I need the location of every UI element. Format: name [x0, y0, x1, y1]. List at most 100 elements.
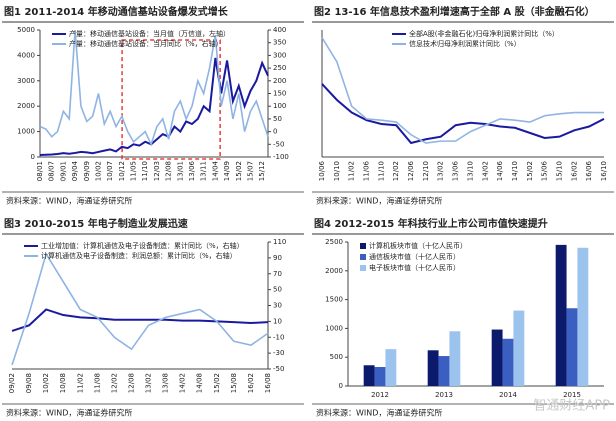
- x-tick-label: 11/10: [141, 161, 149, 181]
- x-tick-label: 2015: [563, 391, 581, 399]
- y-tick-label: -50: [273, 365, 284, 373]
- x-tick-label: 13/02: [437, 161, 445, 181]
- x-tick-label: 12/02: [392, 161, 400, 181]
- bar: [385, 349, 397, 386]
- x-tick-label: 16/06: [585, 160, 593, 181]
- y-tick-label: 10: [273, 317, 282, 325]
- x-tick-label: 10/10: [333, 161, 341, 181]
- bar: [374, 366, 386, 386]
- x-tick-label: 14/02: [179, 373, 187, 393]
- legend-label: 信息技术归母净利润累计同比（%）: [409, 39, 521, 48]
- x-tick-label: 11/02: [76, 373, 84, 393]
- y2-tick-label: -100: [273, 153, 289, 161]
- y-tick-label: -10: [273, 333, 284, 341]
- legend-label: 计算机通信及电子设备制造：利润总额：累计同比（%，右轴）: [41, 251, 237, 260]
- x-tick-label: 16/08: [264, 373, 272, 393]
- bar: [427, 350, 439, 386]
- series-line: [39, 29, 269, 147]
- y-tick-label: 0: [31, 153, 35, 161]
- x-tick-label: 15/02: [213, 373, 221, 393]
- y2-tick-label: 100: [273, 102, 286, 110]
- x-tick-label: 13/10: [466, 161, 474, 181]
- series-line: [321, 83, 605, 145]
- source: 资料来源：WIND，海通证券研究所: [316, 196, 442, 206]
- y2-tick-label: -50: [273, 140, 284, 148]
- y-tick-label: 110: [273, 238, 286, 246]
- x-tick-label: 14/09: [223, 161, 231, 181]
- x-tick-label: 15/10: [555, 161, 563, 181]
- legend-swatch: [360, 265, 366, 271]
- x-tick-label: 13/01: [176, 161, 184, 181]
- x-tick-label: 2012: [371, 391, 389, 399]
- x-tick-label: 08/01: [36, 161, 44, 181]
- x-tick-label: 12/08: [127, 373, 135, 393]
- panel: 图2 13-16 年信息技术盈利增速高于全部 A 股（非金融石化） 资料来源：WI…: [312, 5, 614, 206]
- watermark: 智通财经APP: [533, 399, 610, 414]
- x-tick-label: 11/08: [93, 373, 101, 393]
- x-tick-label: 15/06: [541, 160, 549, 181]
- y2-tick-label: 150: [273, 90, 286, 98]
- x-tick-label: 12/03: [153, 161, 161, 181]
- x-tick-label: 10/08: [59, 373, 67, 393]
- highlight-box: [121, 39, 221, 160]
- x-tick-label: 15/12: [258, 161, 266, 181]
- panel-title: 图3 2010-2015 年电子制造业发展迅速: [4, 217, 188, 230]
- legend-label: 全部A股(非金融石化)归母净利润累计同比（%）: [409, 29, 559, 38]
- x-tick-label: 09/01: [59, 161, 67, 181]
- x-tick-label: 11/02: [348, 161, 356, 181]
- series-line: [11, 251, 269, 366]
- x-tick-label: 14/10: [511, 161, 519, 181]
- series-line: [11, 308, 269, 332]
- y-tick-label: 30: [273, 302, 282, 310]
- x-tick-label: 14/04: [211, 160, 219, 181]
- x-tick-label: 10/07: [106, 161, 114, 181]
- x-tick-label: 13/11: [200, 161, 208, 181]
- x-tick-label: 13/06: [188, 160, 196, 181]
- x-tick-label: 13/08: [162, 373, 170, 393]
- y2-tick-label: 0: [273, 128, 277, 136]
- x-tick-label: 09/09: [83, 161, 91, 181]
- x-tick-label: 15/07: [246, 161, 254, 181]
- bar: [449, 331, 461, 386]
- source: 资料来源：WIND，海通证券研究所: [316, 408, 442, 418]
- y-tick-label: -30: [273, 349, 284, 357]
- y-tick-label: 90: [273, 254, 282, 262]
- bar: [502, 338, 514, 386]
- y-tick-label: 1000: [17, 128, 35, 136]
- x-tick-label: 11/06: [363, 160, 371, 181]
- x-tick-label: 09/04: [71, 160, 79, 181]
- x-tick-label: 12/08: [165, 161, 173, 181]
- y2-tick-label: 200: [273, 77, 286, 85]
- y2-tick-label: 300: [273, 51, 286, 59]
- bar: [438, 356, 450, 386]
- x-tick-label: 10/06: [318, 160, 326, 181]
- x-tick-label: 12/02: [110, 373, 118, 393]
- legend-label: 计算机板块市值（十亿人民币）: [369, 241, 467, 250]
- x-tick-label: 15/02: [235, 161, 243, 181]
- series-line: [39, 57, 269, 156]
- x-tick-label: 12/06: [407, 160, 415, 181]
- source: 资料来源：WIND，海通证券研究所: [6, 408, 132, 418]
- y-tick-label: 50: [273, 286, 282, 294]
- y-tick-label: 70: [273, 270, 282, 278]
- x-tick-label: 10/02: [94, 161, 102, 181]
- y-tick-label: 1500: [325, 296, 343, 304]
- y-tick-label: 500: [330, 353, 343, 361]
- x-tick-label: 13/06: [452, 160, 460, 181]
- y-tick-label: 3000: [17, 77, 35, 85]
- x-tick-label: 11/05: [130, 161, 138, 181]
- bar: [363, 365, 375, 386]
- x-tick-label: 08/07: [48, 161, 56, 181]
- x-tick-label: 11/10: [377, 161, 385, 181]
- x-tick-label: 16/02: [247, 373, 255, 393]
- bar: [491, 329, 503, 386]
- x-tick-label: 10/12: [118, 161, 126, 181]
- x-tick-label: 14/02: [481, 161, 489, 181]
- x-tick-label: 15/08: [230, 373, 238, 393]
- panel-title: 图2 13-16 年信息技术盈利增速高于全部 A 股（非金融石化）: [314, 5, 595, 18]
- legend-label: 产量：移动通信基站设备：当月值（万信道，左轴）: [69, 29, 230, 38]
- x-tick-label: 09/02: [8, 373, 16, 393]
- panel-title: 图1 2011-2014 年移动通信基站设备爆发式增长: [4, 5, 229, 18]
- x-tick-label: 10/02: [42, 373, 50, 393]
